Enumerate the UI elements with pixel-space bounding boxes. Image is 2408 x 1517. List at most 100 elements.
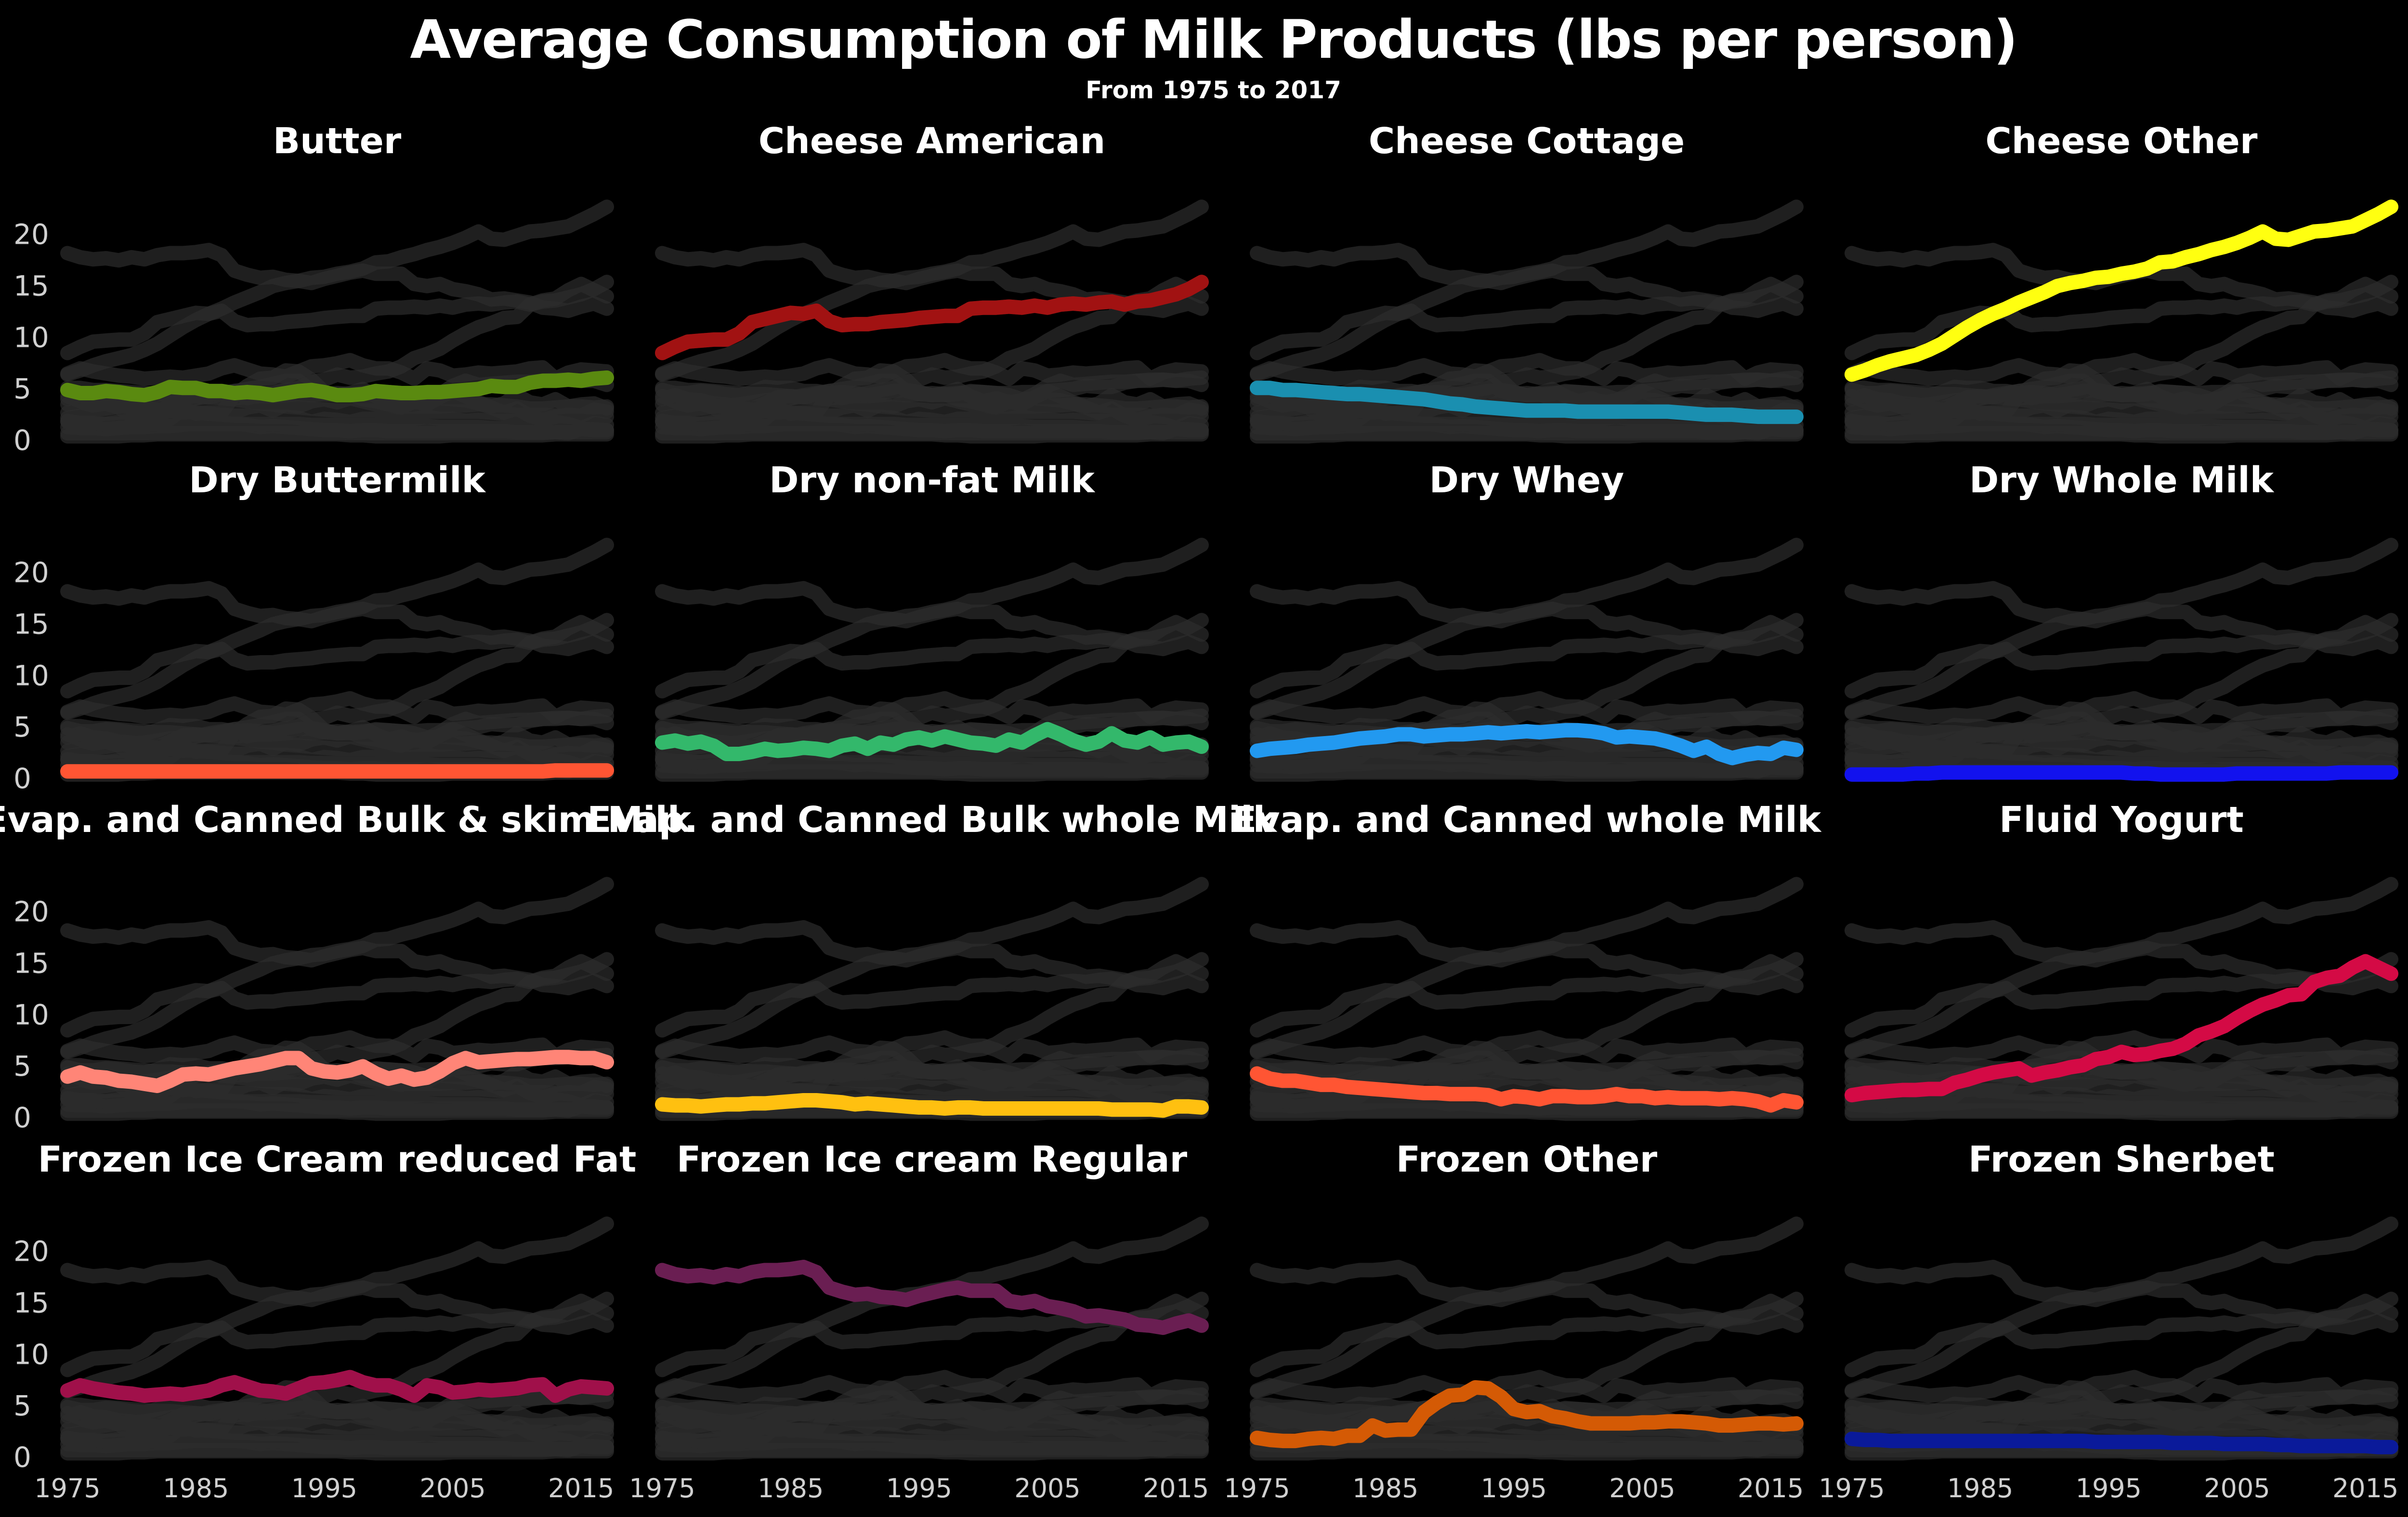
background-series-line-cheese-other — [1845, 538, 2398, 720]
background-series-line-frozen-ice-cream-reduced-fat — [655, 1030, 1209, 1064]
panel-dry-whey: Dry Whey — [1250, 460, 1804, 782]
background-series-line-cheese-other — [655, 199, 1209, 382]
x-tick-label: 1975 — [629, 1473, 695, 1504]
background-series-line-frozen-ice-cream-reduced-fat — [1250, 1030, 1804, 1064]
background-series-line-frozen-ice-cream-regular — [1250, 1260, 1804, 1335]
y-tick-label: 15 — [13, 608, 49, 641]
background-series-line-cheese-other — [1250, 877, 1804, 1059]
panel-title: Dry Whole Milk — [1969, 460, 2275, 501]
series-line-frozen-ice-cream-reduced-fat — [60, 1370, 614, 1403]
panel-fluid-yogurt: Fluid Yogurt — [1845, 799, 2398, 1121]
x-tick-label: 1975 — [1224, 1473, 1290, 1504]
background-series-line-frozen-ice-cream-reduced-fat — [1845, 691, 2398, 725]
background-series-line-frozen-ice-cream-regular — [1845, 1260, 2398, 1335]
figure-title: Average Consumption of Milk Products (lb… — [410, 9, 2018, 70]
background-series-line-frozen-sherbet — [60, 414, 614, 437]
y-tick-label: 5 — [13, 372, 31, 405]
background-series-line-cheese-other — [60, 877, 614, 1059]
x-tick-label: 1995 — [886, 1473, 952, 1504]
background-series-line-frozen-ice-cream-regular — [655, 581, 1209, 657]
y-tick-label: 20 — [13, 1235, 49, 1268]
panel-evap-and-canned-bulk-whole-milk: Evap. and Canned Bulk whole Milk — [587, 799, 1278, 1121]
series-line-evap-and-canned-bulk-skim-milk — [60, 1050, 614, 1093]
x-tick-label: 1995 — [291, 1473, 357, 1504]
x-tick-label: 1975 — [1819, 1473, 1885, 1504]
background-series-line-frozen-ice-cream-reduced-fat — [655, 353, 1209, 386]
background-series-line-frozen-ice-cream-reduced-fat — [1845, 1370, 2398, 1403]
background-series-line-cheese-other — [1250, 538, 1804, 720]
background-series-line-frozen-ice-cream-regular — [1845, 920, 2398, 996]
background-series-line-frozen-ice-cream-reduced-fat — [1845, 353, 2398, 386]
background-series-line-cheese-other — [655, 538, 1209, 720]
x-tick-label: 2015 — [1738, 1473, 1804, 1504]
background-series-line-frozen-sherbet — [60, 1431, 614, 1454]
x-tick-label: 2005 — [1014, 1473, 1080, 1504]
background-series-line-frozen-ice-cream-reduced-fat — [60, 691, 614, 725]
panel-title: Frozen Sherbet — [1968, 1139, 2275, 1180]
background-series-line-frozen-ice-cream-reduced-fat — [1250, 691, 1804, 725]
background-series-group — [1845, 199, 2398, 444]
background-series-group — [1845, 877, 2398, 1121]
background-series-line-frozen-ice-cream-reduced-fat — [1250, 1370, 1804, 1403]
x-tick-label: 2015 — [2332, 1473, 2398, 1504]
background-series-group — [1845, 538, 2398, 782]
background-series-line-frozen-ice-cream-regular — [60, 581, 614, 657]
background-series-line-frozen-ice-cream-reduced-fat — [60, 1030, 614, 1064]
y-tick-label: 20 — [13, 218, 49, 251]
panel-title: Evap. and Canned Bulk whole Milk — [587, 799, 1277, 841]
y-tick-label: 10 — [13, 321, 49, 354]
series-line-cheese-cottage — [1250, 381, 1804, 424]
background-series-line-frozen-ice-cream-regular — [1250, 920, 1804, 996]
background-series-line-cheese-other — [60, 1216, 614, 1399]
background-series-line-cheese-other — [1845, 1216, 2398, 1399]
background-series-line-cheese-other — [60, 199, 614, 382]
y-tick-label: 0 — [13, 424, 31, 457]
background-series-line-frozen-ice-cream-regular — [1845, 581, 2398, 657]
background-series-line-frozen-ice-cream-regular — [655, 920, 1209, 996]
series-line-dry-non-fat-milk — [655, 722, 1209, 761]
series-line-butter — [60, 370, 614, 403]
series-line-frozen-other — [1250, 1380, 1804, 1449]
x-tick-label: 2005 — [419, 1473, 485, 1504]
y-tick-label: 15 — [13, 947, 49, 980]
x-tick-label: 1995 — [2076, 1473, 2142, 1504]
y-tick-label: 0 — [13, 1101, 31, 1134]
panel-title: Cheese American — [759, 120, 1105, 162]
y-tick-label: 10 — [13, 1338, 49, 1371]
background-series-line-frozen-sherbet — [655, 752, 1209, 776]
background-series-line-frozen-ice-cream-reduced-fat — [1250, 353, 1804, 386]
background-series-line-cheese-other — [655, 877, 1209, 1059]
series-line-evap-and-canned-bulk-whole-milk — [655, 1093, 1209, 1118]
background-series-group — [1845, 1216, 2398, 1461]
background-series-line-frozen-ice-cream-reduced-fat — [655, 691, 1209, 725]
y-tick-label: 15 — [13, 270, 49, 303]
panel-title: Dry Buttermilk — [189, 460, 486, 501]
background-series-line-frozen-ice-cream-regular — [60, 1260, 614, 1335]
y-tick-label: 5 — [13, 711, 31, 743]
panel-title: Fluid Yogurt — [1999, 799, 2244, 841]
panel-cheese-cottage: Cheese Cottage — [1250, 120, 1804, 444]
y-tick-label: 10 — [13, 998, 49, 1031]
series-line-dry-buttermilk — [60, 763, 614, 779]
y-tick-label: 15 — [13, 1287, 49, 1319]
background-series-line-frozen-ice-cream-reduced-fat — [1845, 1030, 2398, 1064]
x-tick-label: 1985 — [758, 1473, 824, 1504]
panel-frozen-sherbet: Frozen Sherbet 1975 1985 1995 2005 2015 — [1819, 1139, 2398, 1504]
background-series-line-frozen-ice-cream-regular — [60, 243, 614, 318]
background-series-line-frozen-ice-cream-regular — [1250, 243, 1804, 318]
background-series-group — [655, 1216, 1209, 1461]
x-tick-label: 1985 — [1947, 1473, 2013, 1504]
background-series-group — [655, 877, 1209, 1121]
panel-title: Frozen Ice Cream reduced Fat — [38, 1139, 637, 1180]
series-line-dry-whey — [1250, 723, 1804, 765]
x-tick-label: 1985 — [163, 1473, 229, 1504]
background-series-line-frozen-ice-cream-reduced-fat — [60, 353, 614, 386]
background-series-group — [60, 538, 614, 782]
background-series-line-cheese-other — [1250, 199, 1804, 382]
panel-title: Frozen Ice cream Regular — [677, 1139, 1188, 1180]
panel-title: Dry non-fat Milk — [769, 460, 1095, 501]
background-series-group — [1250, 199, 1804, 444]
y-tick-label: 0 — [13, 1441, 31, 1474]
